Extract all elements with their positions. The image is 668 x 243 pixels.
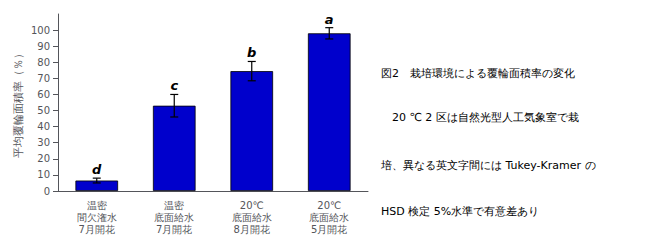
svg-text:培、異なる英文字間には Tukey-Kramer の: 培、異なる英文字間には Tukey-Kramer の	[380, 159, 596, 172]
svg-text:90: 90	[37, 41, 50, 52]
svg-text:70: 70	[37, 73, 50, 84]
svg-text:図2 栽培環境による覆輪面積率の変化: 図2 栽培環境による覆輪面積率の変化	[381, 67, 575, 80]
svg-text:c: c	[170, 78, 178, 93]
svg-text:b: b	[247, 45, 256, 60]
svg-text:d: d	[92, 162, 102, 177]
svg-text:10: 10	[37, 169, 50, 180]
svg-text:8月開花: 8月開花	[234, 224, 270, 235]
svg-text:底面給水: 底面給水	[232, 212, 272, 223]
svg-text:50: 50	[37, 105, 50, 116]
svg-text:7月開花: 7月開花	[156, 224, 192, 235]
svg-text:底面給水: 底面給水	[154, 212, 194, 223]
svg-text:HSD 検定 5%水準で有意差あり: HSD 検定 5%水準で有意差あり	[381, 205, 539, 218]
svg-text:20: 20	[37, 153, 50, 164]
svg-text:温密: 温密	[164, 200, 184, 211]
svg-text:平均覆輪面積率（％）: 平均覆輪面積率（％）	[12, 48, 25, 158]
svg-text:100: 100	[31, 25, 50, 36]
svg-text:5月開花: 5月開花	[311, 224, 347, 235]
svg-text:20℃: 20℃	[240, 200, 264, 211]
svg-text:a: a	[325, 12, 334, 27]
svg-text:30: 30	[37, 137, 50, 148]
svg-text:60: 60	[37, 89, 50, 100]
svg-text:底面給水: 底面給水	[309, 212, 349, 223]
svg-text:7月開花: 7月開花	[79, 224, 115, 235]
svg-text:80: 80	[37, 57, 50, 68]
svg-text:20℃: 20℃	[317, 200, 341, 211]
svg-text:20 ℃ 2 区は自然光型人工気象室で栽: 20 ℃ 2 区は自然光型人工気象室で栽	[381, 111, 579, 124]
svg-text:40: 40	[37, 121, 50, 132]
svg-text:間欠潅水: 間欠潅水	[77, 212, 117, 223]
svg-text:0: 0	[44, 186, 50, 197]
svg-text:温密: 温密	[87, 200, 107, 211]
